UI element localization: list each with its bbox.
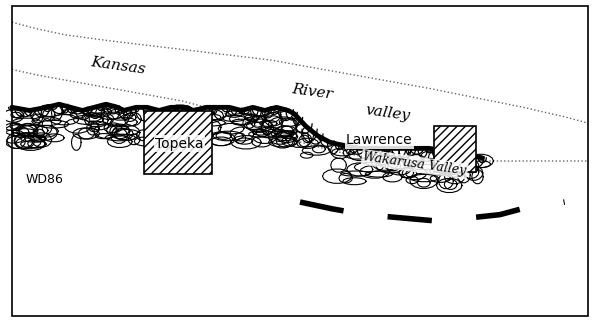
Text: River: River <box>290 82 333 101</box>
Text: Topeka: Topeka <box>155 137 204 151</box>
Text: Kansas: Kansas <box>89 56 146 77</box>
Text: Wakarusa Valley: Wakarusa Valley <box>362 150 467 178</box>
Bar <box>434 126 476 172</box>
Text: valley: valley <box>365 104 412 124</box>
Bar <box>144 110 212 174</box>
Text: Lawrence: Lawrence <box>346 134 413 147</box>
Text: WD86: WD86 <box>25 174 63 186</box>
